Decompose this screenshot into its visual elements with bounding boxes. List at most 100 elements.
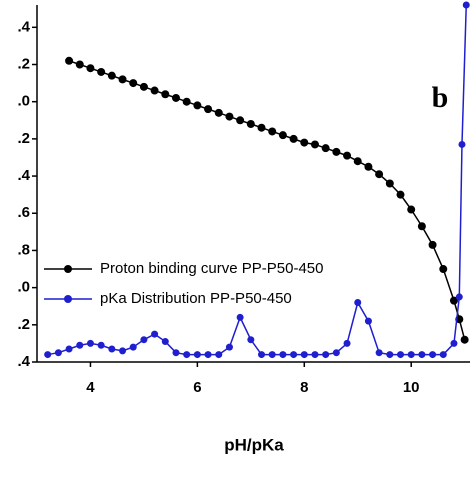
marker	[322, 351, 330, 359]
marker	[54, 349, 62, 357]
marker	[118, 75, 127, 84]
marker	[139, 82, 148, 91]
marker	[161, 90, 170, 99]
marker	[236, 313, 244, 321]
marker	[214, 108, 223, 117]
y-tick-label: .0	[17, 93, 30, 110]
marker	[332, 349, 340, 357]
marker	[225, 112, 234, 121]
marker	[450, 339, 458, 347]
marker	[236, 116, 245, 125]
marker	[268, 127, 277, 136]
marker	[161, 338, 169, 346]
x-tick-label: 8	[300, 379, 308, 396]
marker	[129, 343, 137, 351]
marker	[65, 345, 73, 353]
marker	[407, 351, 415, 359]
marker	[129, 79, 138, 88]
marker	[86, 64, 95, 73]
marker	[225, 343, 233, 351]
marker	[278, 131, 287, 140]
legend-label: pKa Distribution PP-P50-450	[100, 290, 292, 307]
marker	[172, 349, 180, 357]
y-tick-label: .2	[17, 316, 30, 333]
marker	[460, 335, 469, 344]
marker	[353, 157, 362, 166]
marker	[171, 93, 180, 102]
marker	[364, 162, 373, 171]
x-tick-label: 10	[403, 379, 420, 396]
marker	[429, 351, 437, 359]
marker	[290, 351, 298, 359]
marker	[86, 339, 94, 347]
marker	[97, 341, 105, 349]
marker	[375, 349, 383, 357]
marker	[215, 351, 223, 359]
marker	[321, 144, 330, 153]
legend-marker	[64, 295, 72, 303]
y-tick-label: .4	[17, 167, 30, 184]
marker	[193, 351, 201, 359]
marker	[310, 140, 319, 149]
y-tick-label: .2	[17, 130, 30, 147]
marker	[97, 67, 106, 76]
marker	[204, 105, 213, 114]
marker	[418, 351, 426, 359]
marker	[246, 120, 255, 128]
marker	[300, 138, 309, 147]
marker	[386, 351, 394, 359]
marker	[258, 351, 266, 359]
x-axis-label: pH/pKa	[224, 435, 284, 454]
marker	[108, 345, 116, 353]
legend-marker	[64, 265, 72, 273]
marker	[375, 170, 384, 179]
marker	[44, 351, 52, 359]
marker	[364, 317, 372, 325]
marker	[76, 341, 84, 349]
marker	[65, 56, 74, 65]
marker	[449, 296, 458, 305]
marker	[343, 339, 351, 347]
marker	[75, 60, 84, 69]
marker	[247, 336, 255, 344]
marker	[119, 347, 127, 355]
marker	[354, 299, 362, 306]
marker	[428, 240, 437, 249]
marker	[397, 351, 405, 359]
marker	[193, 101, 202, 110]
y-tick-label: .4	[17, 353, 30, 370]
y-tick-label: .8	[17, 241, 30, 258]
marker	[332, 147, 341, 156]
x-tick-label: 4	[86, 379, 95, 396]
marker	[183, 351, 191, 359]
marker	[455, 293, 463, 301]
y-tick-label: .4	[17, 18, 30, 35]
marker	[279, 351, 287, 359]
legend-label: Proton binding curve PP-P50-450	[100, 260, 323, 277]
marker	[268, 351, 276, 359]
marker	[439, 351, 447, 359]
marker	[458, 140, 466, 148]
marker	[439, 265, 448, 274]
marker	[396, 190, 405, 199]
y-tick-label: .0	[17, 279, 30, 296]
marker	[300, 351, 308, 359]
y-tick-label: .6	[17, 204, 30, 221]
y-tick-label: .2	[17, 55, 30, 72]
marker	[385, 179, 394, 188]
marker	[182, 97, 191, 106]
marker	[204, 351, 212, 359]
marker	[343, 151, 352, 160]
marker	[140, 336, 148, 344]
marker	[151, 330, 159, 338]
x-tick-label: 6	[193, 379, 201, 396]
panel-label: b	[432, 81, 449, 114]
marker	[311, 351, 319, 359]
marker	[462, 1, 470, 9]
marker	[289, 134, 298, 143]
marker	[407, 205, 416, 214]
marker	[150, 86, 159, 95]
marker	[417, 222, 426, 231]
marker	[107, 71, 116, 80]
